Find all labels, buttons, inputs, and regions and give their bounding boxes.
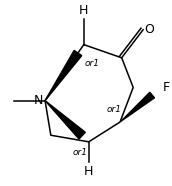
Text: H: H (84, 165, 93, 178)
Text: or1: or1 (107, 105, 122, 114)
Text: or1: or1 (72, 147, 87, 157)
Text: H: H (79, 4, 88, 17)
Text: N: N (34, 94, 43, 107)
Polygon shape (45, 50, 82, 101)
Polygon shape (45, 101, 85, 139)
Text: or1: or1 (85, 60, 100, 68)
Text: F: F (163, 81, 170, 94)
Polygon shape (121, 92, 154, 121)
Text: O: O (145, 23, 155, 36)
